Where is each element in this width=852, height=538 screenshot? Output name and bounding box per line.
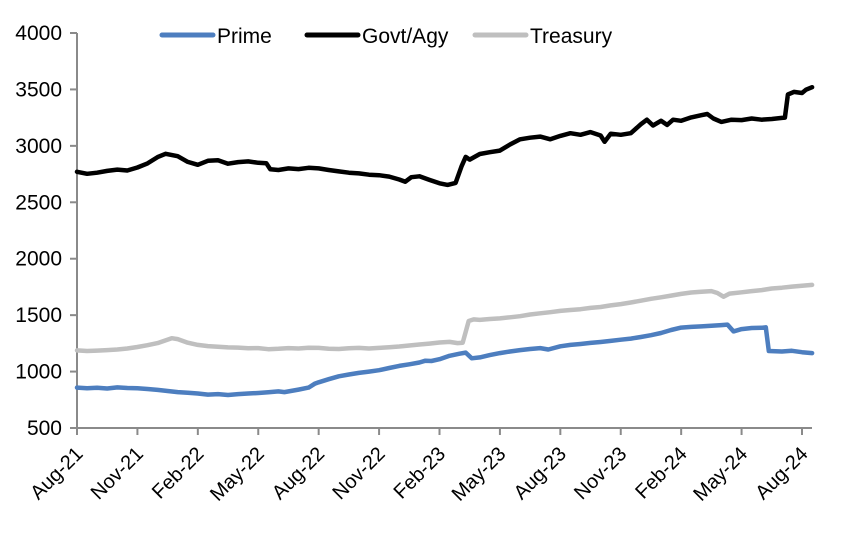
x-tick-label: Feb-23 — [390, 443, 450, 503]
y-tick-label: 3000 — [15, 135, 62, 158]
legend-item-treasury: Treasury — [472, 25, 613, 48]
legend-label-prime: Prime — [217, 25, 272, 48]
x-tick-label: Nov-22 — [328, 443, 389, 504]
y-tick-label: 1000 — [15, 361, 62, 384]
x-tick-label: May-23 — [448, 443, 511, 506]
legend-label-govt-agy: Govt/Agy — [362, 25, 449, 48]
series-line-treasury — [74, 282, 815, 354]
y-tick-label: 500 — [27, 417, 62, 440]
series-line-govt-agy — [74, 84, 815, 188]
x-tick-label: Nov-23 — [570, 443, 631, 504]
y-tick-label: 2000 — [15, 248, 62, 271]
y-tick-label: 2500 — [15, 191, 62, 214]
legend-item-govt-agy: Govt/Agy — [304, 25, 449, 48]
legend-item-prime: Prime — [159, 25, 272, 48]
y-tick-label: 3500 — [15, 78, 62, 101]
x-tick-label: Feb-22 — [148, 443, 208, 503]
x-tick-label: Feb-24 — [631, 443, 691, 503]
x-tick-label: Aug-23 — [510, 443, 571, 504]
y-tick-label: 1500 — [15, 304, 62, 327]
y-tick-label: 4000 — [15, 22, 62, 45]
series-line-prime — [74, 322, 815, 398]
legend: Prime Govt/Agy Treasury — [159, 25, 613, 48]
x-tick-label: May-24 — [689, 443, 752, 506]
x-tick-label: May-22 — [206, 443, 269, 506]
x-tick-label: Aug-22 — [268, 443, 329, 504]
legend-label-treasury: Treasury — [530, 25, 613, 48]
x-tick-label: Aug-24 — [751, 443, 812, 504]
x-tick-label: Nov-21 — [87, 443, 148, 504]
x-tick-label: Aug-21 — [26, 443, 87, 504]
